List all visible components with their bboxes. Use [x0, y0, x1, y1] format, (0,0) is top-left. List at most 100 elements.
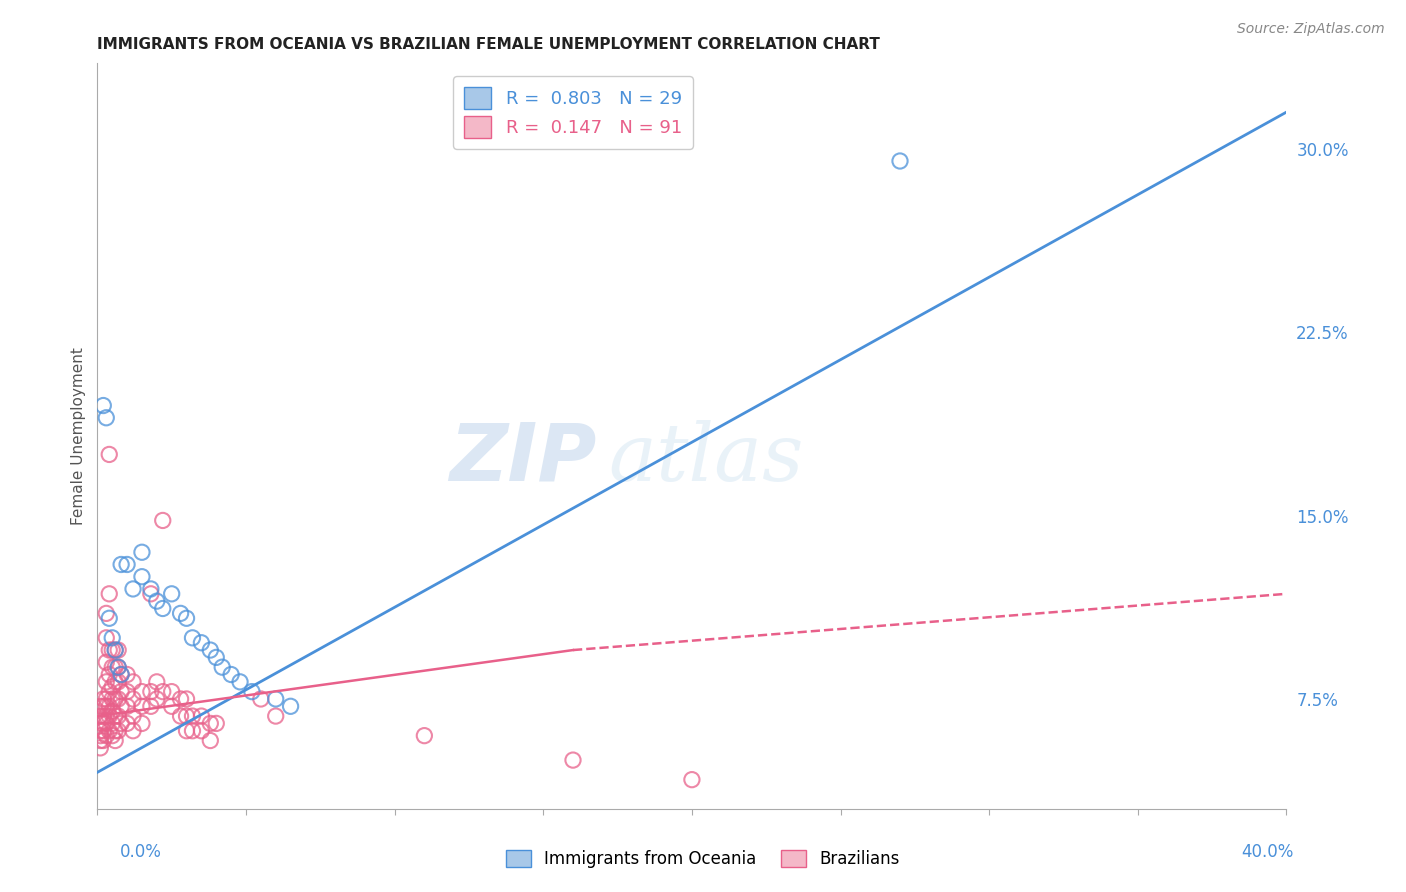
- Point: [96, 729, 118, 743]
- Point: [89, 709, 111, 723]
- Point: [110, 558, 132, 572]
- Point: [96, 699, 118, 714]
- Point: [89, 733, 111, 747]
- Point: [91, 699, 114, 714]
- Point: [91, 723, 114, 738]
- Point: [89, 699, 111, 714]
- Point: [146, 674, 169, 689]
- Point: [889, 153, 911, 168]
- Point: [96, 716, 118, 731]
- Point: [110, 699, 132, 714]
- Text: atlas: atlas: [609, 420, 804, 497]
- Point: [139, 587, 162, 601]
- Point: [91, 733, 114, 747]
- Point: [181, 723, 204, 738]
- Point: [101, 660, 124, 674]
- Point: [413, 729, 436, 743]
- Point: [115, 558, 138, 572]
- Point: [91, 692, 114, 706]
- Point: [190, 636, 212, 650]
- Point: [169, 709, 191, 723]
- Point: [104, 660, 127, 674]
- Point: [96, 692, 118, 706]
- Point: [139, 684, 162, 698]
- Point: [104, 692, 127, 706]
- Point: [96, 655, 118, 669]
- Point: [122, 692, 145, 706]
- Point: [89, 740, 111, 755]
- Point: [562, 753, 585, 767]
- Point: [107, 674, 129, 689]
- Text: 0.0%: 0.0%: [120, 843, 162, 861]
- Point: [96, 709, 118, 723]
- Point: [107, 660, 129, 674]
- Point: [122, 723, 145, 738]
- Point: [96, 674, 118, 689]
- Point: [131, 545, 153, 559]
- Point: [250, 692, 273, 706]
- Point: [146, 692, 169, 706]
- Point: [160, 587, 183, 601]
- Point: [98, 587, 121, 601]
- Point: [91, 709, 114, 723]
- Point: [181, 631, 204, 645]
- Point: [190, 723, 212, 738]
- Point: [200, 643, 222, 657]
- Point: [200, 733, 222, 747]
- Point: [152, 513, 174, 527]
- Point: [176, 723, 198, 738]
- Point: [181, 709, 204, 723]
- Point: [200, 716, 222, 731]
- Text: ZIP: ZIP: [450, 419, 596, 498]
- Point: [176, 611, 198, 625]
- Point: [101, 716, 124, 731]
- Point: [107, 723, 129, 738]
- Point: [104, 709, 127, 723]
- Point: [107, 709, 129, 723]
- Point: [169, 692, 191, 706]
- Point: [131, 716, 153, 731]
- Point: [176, 692, 198, 706]
- Point: [110, 716, 132, 731]
- Point: [101, 729, 124, 743]
- Y-axis label: Female Unemployment: Female Unemployment: [72, 347, 86, 525]
- Point: [98, 684, 121, 698]
- Point: [101, 631, 124, 645]
- Point: [98, 667, 121, 681]
- Point: [107, 643, 129, 657]
- Point: [131, 699, 153, 714]
- Point: [101, 680, 124, 694]
- Point: [122, 709, 145, 723]
- Point: [104, 723, 127, 738]
- Point: [139, 582, 162, 596]
- Point: [110, 684, 132, 698]
- Text: IMMIGRANTS FROM OCEANIA VS BRAZILIAN FEMALE UNEMPLOYMENT CORRELATION CHART: IMMIGRANTS FROM OCEANIA VS BRAZILIAN FEM…: [97, 37, 880, 53]
- Point: [101, 643, 124, 657]
- Legend: Immigrants from Oceania, Brazilians: Immigrants from Oceania, Brazilians: [499, 843, 907, 875]
- Point: [190, 709, 212, 723]
- Point: [98, 447, 121, 461]
- Point: [96, 631, 118, 645]
- Point: [89, 729, 111, 743]
- Point: [160, 699, 183, 714]
- Point: [115, 699, 138, 714]
- Point: [107, 692, 129, 706]
- Point: [104, 643, 127, 657]
- Point: [681, 772, 703, 787]
- Point: [98, 643, 121, 657]
- Point: [146, 594, 169, 608]
- Point: [98, 723, 121, 738]
- Point: [96, 607, 118, 621]
- Point: [115, 684, 138, 698]
- Point: [240, 684, 263, 698]
- Text: 40.0%: 40.0%: [1241, 843, 1294, 861]
- Point: [264, 709, 287, 723]
- Point: [89, 716, 111, 731]
- Point: [101, 692, 124, 706]
- Point: [104, 733, 127, 747]
- Point: [104, 674, 127, 689]
- Point: [107, 660, 129, 674]
- Point: [98, 699, 121, 714]
- Point: [131, 570, 153, 584]
- Point: [122, 582, 145, 596]
